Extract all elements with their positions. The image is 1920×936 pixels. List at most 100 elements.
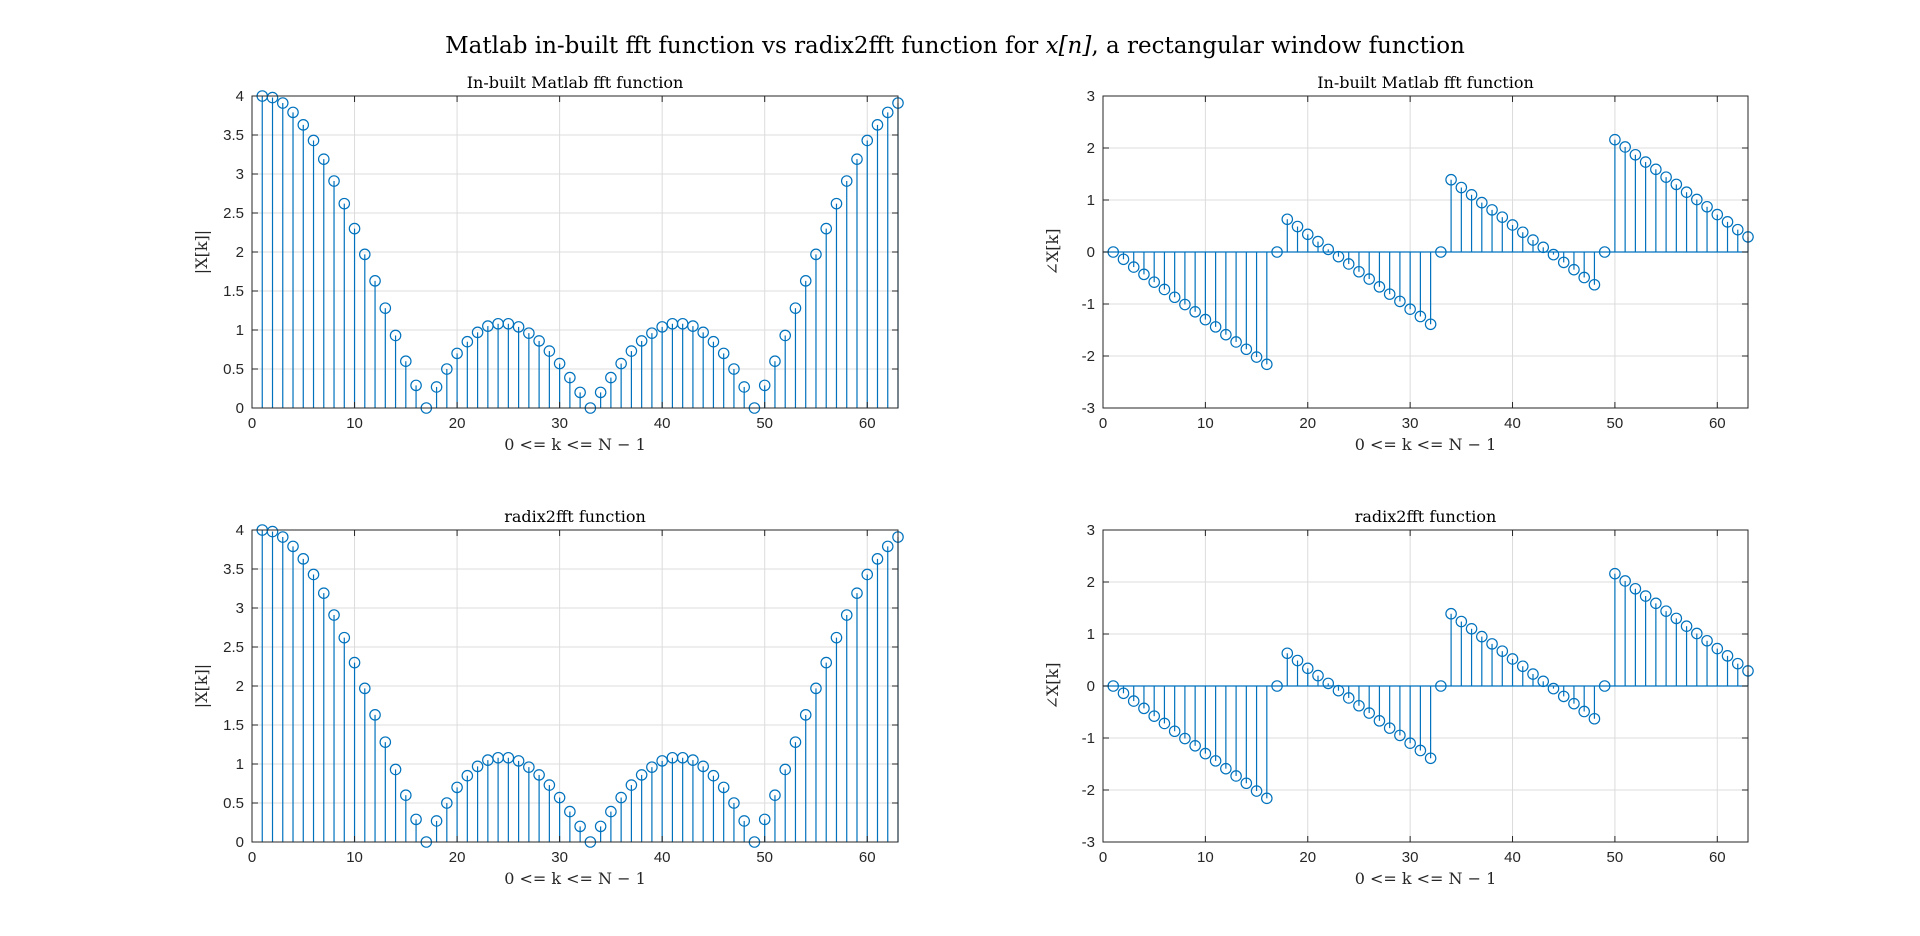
stem-marker [1731,223,1744,236]
stem-marker [1537,241,1550,254]
stem-marker [1404,303,1416,315]
x-tick-label: 10 [346,415,363,432]
stem-marker [861,568,874,581]
stem-marker [1568,697,1580,710]
phase-plot-builtin: 0 10 20 30 40 50 60 -3 -2 -1 0 1 2 3 In-built Matlab … [1043,73,1754,454]
stem-marker [1701,200,1713,213]
stem-marker [697,760,709,773]
stem-marker [1424,318,1437,331]
y-tick-label: 1 [236,756,244,773]
stem-marker [1271,680,1283,692]
x-tick-label: 20 [449,849,466,866]
stem-marker [1486,638,1498,650]
stem-marker [451,781,463,794]
axes-box [251,95,899,409]
stem-marker [1527,234,1539,246]
x-axis-label: 0 <= k <= N − 1 [504,435,646,454]
stem-marker [1609,133,1621,146]
axes-title: In-built Matlab fft function [1317,73,1534,92]
stem-marker [820,222,833,235]
stem-marker [574,386,586,399]
stem-marker [266,91,279,104]
stem-marker [1527,668,1539,680]
axes-box [1102,529,1749,843]
stem-marker [1465,622,1478,635]
stem-marker [553,791,566,804]
stem-marker [1363,707,1375,719]
stem-marker [1680,186,1693,198]
stem-marker [728,363,740,375]
stem-marker [1619,575,1631,587]
stem-marker [379,302,392,314]
stem-marker [1353,265,1365,278]
stem-marker [348,222,361,235]
magnitude-plot-builtin: 0 10 20 30 40 50 60 0 0.5 1 1.5 2 2.5 3 3.5 4 In-built … [192,73,904,454]
y-tick-label: 0 [1087,678,1095,695]
stem-marker [1557,256,1570,269]
stem-marker [1373,281,1386,293]
stem-marker [1670,178,1683,191]
stem-marker [810,248,822,261]
stem-marker [574,820,586,833]
y-axis-label: |X[k]| [192,664,211,708]
stem-marker [533,769,545,781]
stem-marker [1691,193,1703,206]
stem-marker [1639,156,1652,168]
stem-marker [789,302,802,314]
stem-marker [1414,310,1427,323]
stem-marker [1189,305,1201,318]
stem-marker [1660,171,1672,183]
stem-marker [717,781,730,794]
stem-marker [1179,732,1191,745]
x-tick-label: 30 [1402,415,1419,432]
stem-marker [1455,615,1468,628]
stem-marker [1445,173,1457,186]
stem-marker [266,525,279,538]
stem-marker [1547,682,1560,695]
stem-marker [1332,250,1345,263]
x-tick-label: 40 [1504,849,1521,866]
stem-marker [615,357,627,370]
stem-marker [1383,288,1396,300]
stem-marker [1660,605,1672,617]
figure-supertitle: Matlab in-built fft function vs radix2ff… [445,33,1465,59]
x-tick-label: 40 [1504,415,1521,432]
y-tick-label: 0.5 [223,361,244,378]
y-axis-label: ∠X[k] [1043,229,1062,276]
stem-marker [1261,792,1273,805]
stem-marker [594,820,607,833]
stem-marker [1353,699,1365,712]
y-tick-label: -2 [1082,782,1095,799]
axes-title: radix2fft function [1355,507,1497,526]
y-tick-label: 1.5 [223,283,244,300]
y-tick-label: 2 [1087,140,1095,157]
y-tick-label: 1 [236,322,244,339]
y-tick-label: 3 [236,166,244,183]
stem-marker [1312,235,1324,248]
axes-box [1102,95,1749,409]
stem-marker [1476,630,1488,643]
stem-marker [840,175,853,187]
x-tick-label: 30 [551,849,568,866]
magnitude-plot-radix2: 0 10 20 30 40 50 60 0 0.5 1 1.5 2 2.5 3 3.5 4 radix2fft… [192,507,904,888]
stem-marker [543,779,556,791]
stem-marker [369,709,381,721]
stem-marker [410,379,422,392]
stem-marker [1168,291,1181,304]
stem-marker [1588,278,1601,291]
stem-marker [1301,662,1314,675]
stem-marker [533,335,545,347]
stem-marker [1342,692,1355,704]
stem-marker [1424,752,1437,765]
stem-marker [758,813,771,826]
stem-marker [1506,219,1519,231]
x-tick-label: 60 [859,415,876,432]
stem-marker [1486,204,1498,216]
stem-marker [1291,220,1304,233]
stem-marker [358,248,371,261]
stem-marker [769,355,781,367]
stem-marker [317,153,330,165]
stem-marker [605,805,617,818]
stem-marker [1383,722,1396,734]
y-tick-label: 4 [236,522,244,539]
